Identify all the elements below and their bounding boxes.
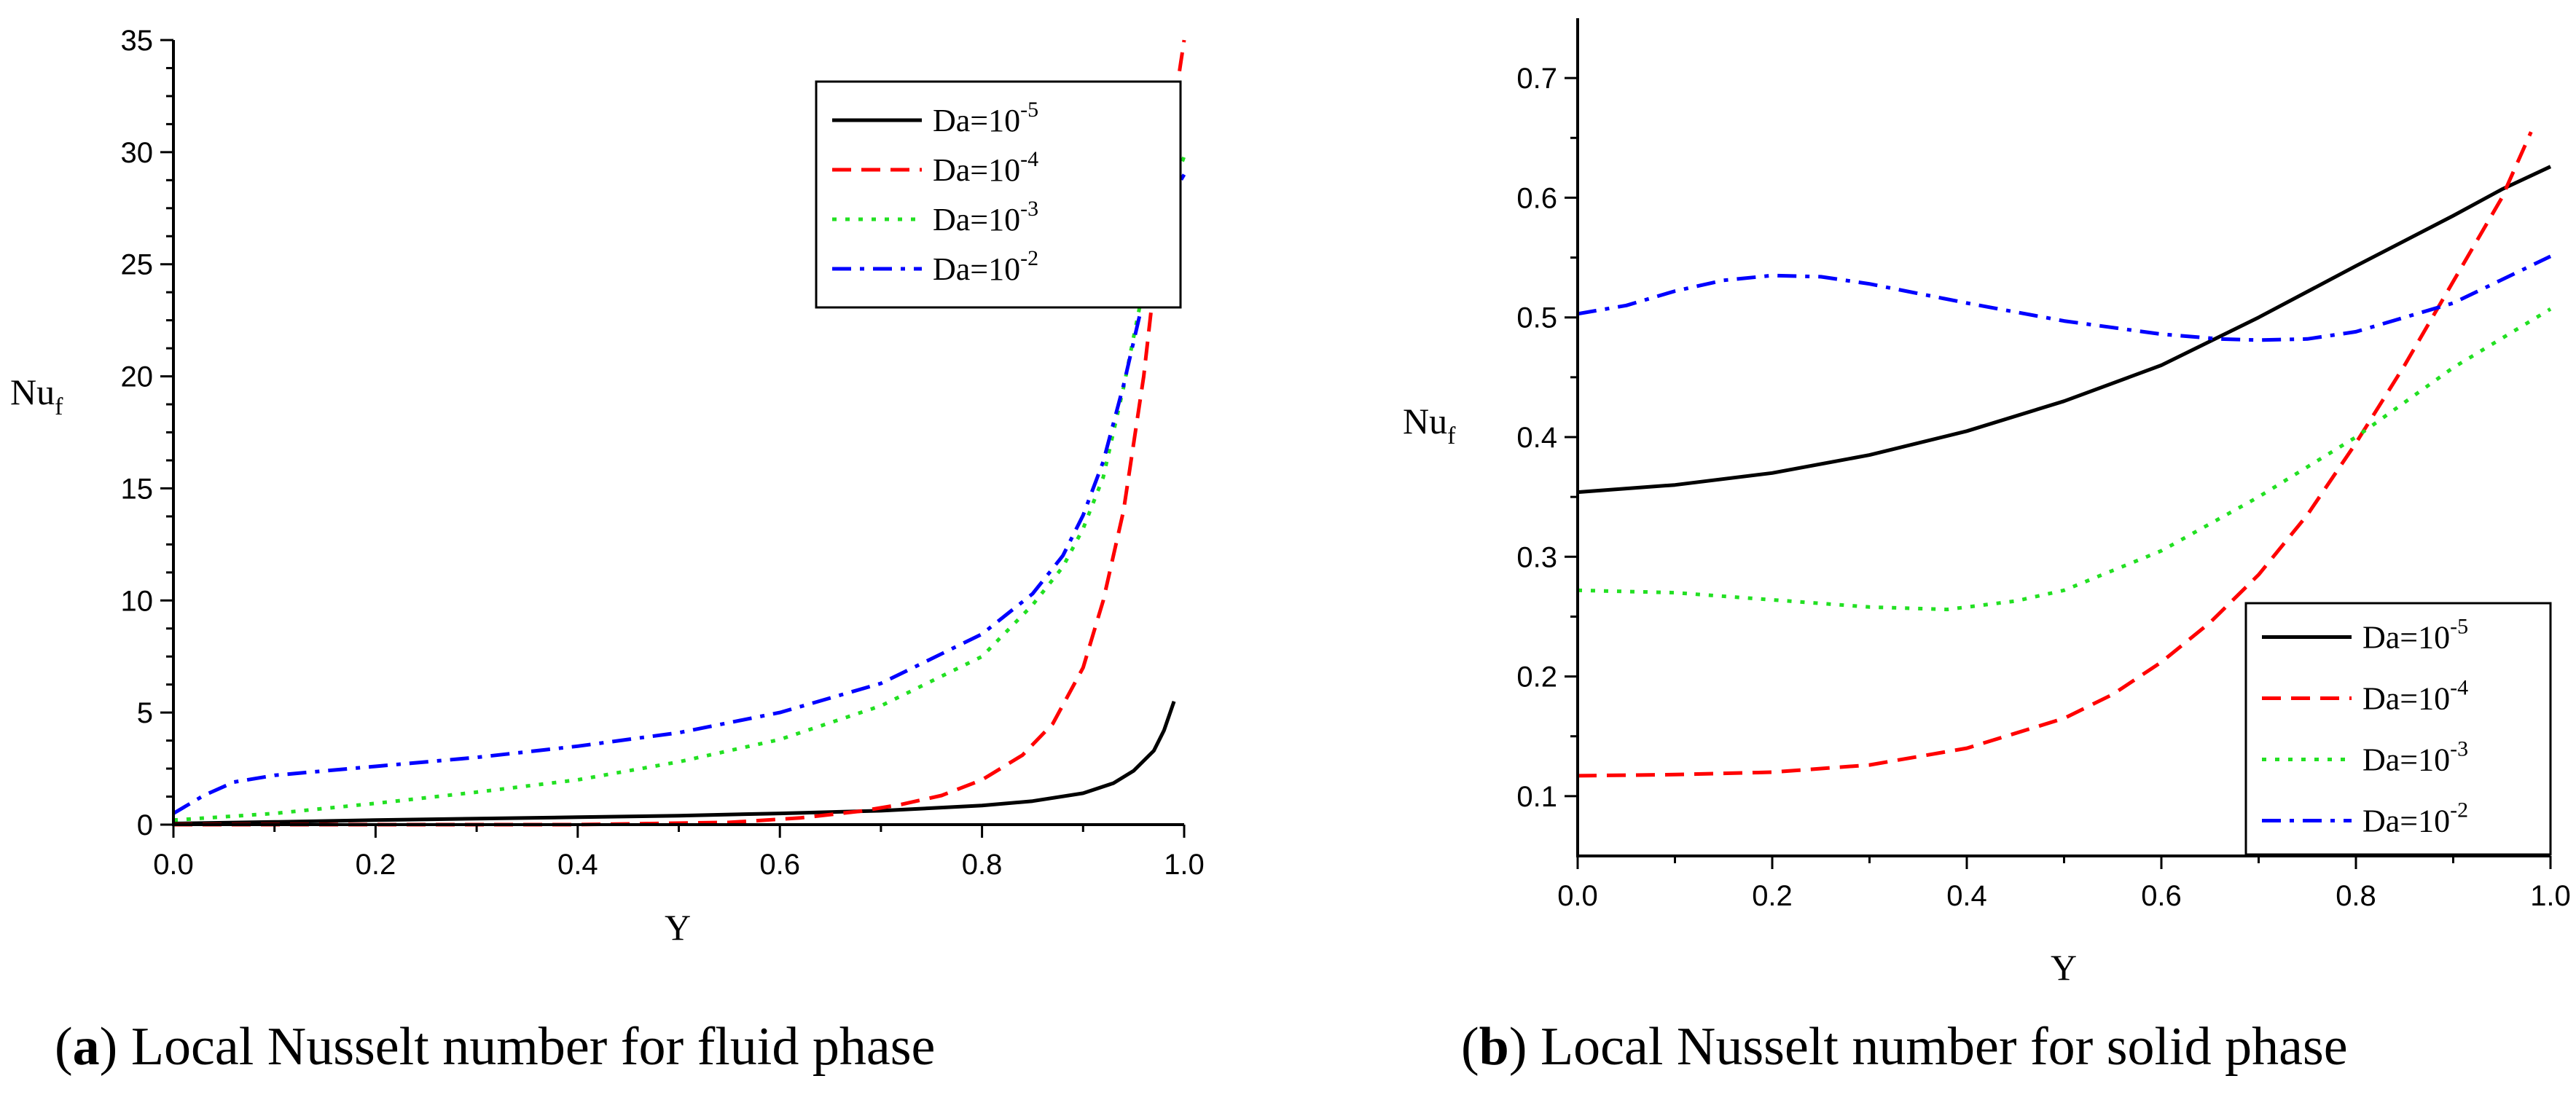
y-tick-label: 0.5 bbox=[1516, 302, 1557, 334]
series-line-m2 bbox=[1577, 254, 2552, 342]
x-tick-label: 0.2 bbox=[356, 849, 396, 881]
legend-label-exp: -5 bbox=[1020, 98, 1038, 122]
series-line-m2 bbox=[172, 173, 1186, 815]
caption-a-letter: a bbox=[72, 1017, 100, 1077]
y-tick-label: 0.3 bbox=[1516, 541, 1557, 573]
legend: Da=10-5Da=10-4Da=10-3Da=10-2 bbox=[2244, 602, 2552, 856]
series-line-m4 bbox=[1577, 131, 2533, 778]
y-axis-title: Nuf bbox=[1403, 401, 1456, 449]
series-line-m5 bbox=[1577, 165, 2552, 495]
legend-label-exp: -2 bbox=[1020, 246, 1038, 270]
caption-a: (a) Local Nusselt number for fluid phase bbox=[55, 1017, 936, 1077]
legend-label-exp: -4 bbox=[2450, 676, 2468, 700]
x-axis-title: Y bbox=[2051, 947, 2077, 988]
x-tick-label: 0.6 bbox=[759, 849, 800, 881]
y-tick-label: 0.1 bbox=[1516, 781, 1557, 813]
caption-a-text: Local Nusselt number for fluid phase bbox=[117, 1017, 936, 1077]
y-tick-label: 5 bbox=[137, 697, 153, 729]
x-tick-label: 0.8 bbox=[2336, 880, 2376, 912]
series-line-m3 bbox=[1577, 307, 2552, 612]
legend-label-exp: -4 bbox=[1020, 147, 1038, 171]
legend-label-exp: -5 bbox=[2450, 615, 2468, 639]
y-tick-label: 0.7 bbox=[1516, 63, 1557, 95]
y-tick-label: 0.6 bbox=[1516, 182, 1557, 214]
x-tick-label: 0.0 bbox=[1557, 880, 1598, 912]
x-tick-label: 0.2 bbox=[1752, 880, 1793, 912]
legend: Da=10-5Da=10-4Da=10-3Da=10-2 bbox=[815, 80, 1182, 309]
caption-b-letter: b bbox=[1479, 1017, 1509, 1077]
y-tick-label: 30 bbox=[121, 137, 154, 169]
caption-b-text: Local Nusselt number for solid phase bbox=[1527, 1017, 2348, 1077]
y-axis-title: Nuf bbox=[10, 372, 63, 420]
x-tick-label: 1.0 bbox=[1164, 849, 1205, 881]
y-tick-label: 10 bbox=[121, 585, 154, 617]
y-axis-title-sub: f bbox=[55, 393, 63, 420]
legend-label-exp: -3 bbox=[2450, 737, 2468, 761]
y-tick-label: 0 bbox=[137, 809, 153, 841]
y-tick-label: 0.2 bbox=[1516, 661, 1557, 694]
panel-a: 0.0 0.2 0.4 0.6 0.8 1.0 0 5 10 15 20 25 30 35 Nuf Y Da=1… bbox=[10, 25, 1205, 948]
x-axis-title: Y bbox=[665, 907, 691, 948]
x-tick-label: 0.4 bbox=[557, 849, 598, 881]
series-line-m5 bbox=[173, 700, 1176, 825]
panel-b: 0.0 0.2 0.4 0.6 0.8 1.0 0.1 0.2 0.3 0.4 0.5 0.6 0.7 N… bbox=[1403, 18, 2571, 988]
y-tick-label: 0.4 bbox=[1516, 422, 1557, 454]
x-tick-label: 0.4 bbox=[1946, 880, 1987, 912]
legend-label-exp: -2 bbox=[2450, 798, 2468, 822]
x-tick-label: 1.0 bbox=[2530, 880, 2571, 912]
y-tick-label: 15 bbox=[121, 473, 154, 505]
legend-box bbox=[2244, 602, 2552, 856]
x-tick-label: 0.6 bbox=[2141, 880, 2182, 912]
x-tick-label: 0.8 bbox=[962, 849, 1003, 881]
y-tick-label: 35 bbox=[121, 25, 154, 57]
legend-label-exp: -3 bbox=[1020, 197, 1038, 221]
y-axis-title-sub: f bbox=[1447, 423, 1456, 449]
x-tick-label: 0.0 bbox=[153, 849, 194, 881]
caption-b: (b) Local Nusselt number for solid phase bbox=[1461, 1017, 2348, 1077]
y-tick-label: 20 bbox=[121, 361, 154, 393]
y-tick-label: 25 bbox=[121, 249, 154, 281]
